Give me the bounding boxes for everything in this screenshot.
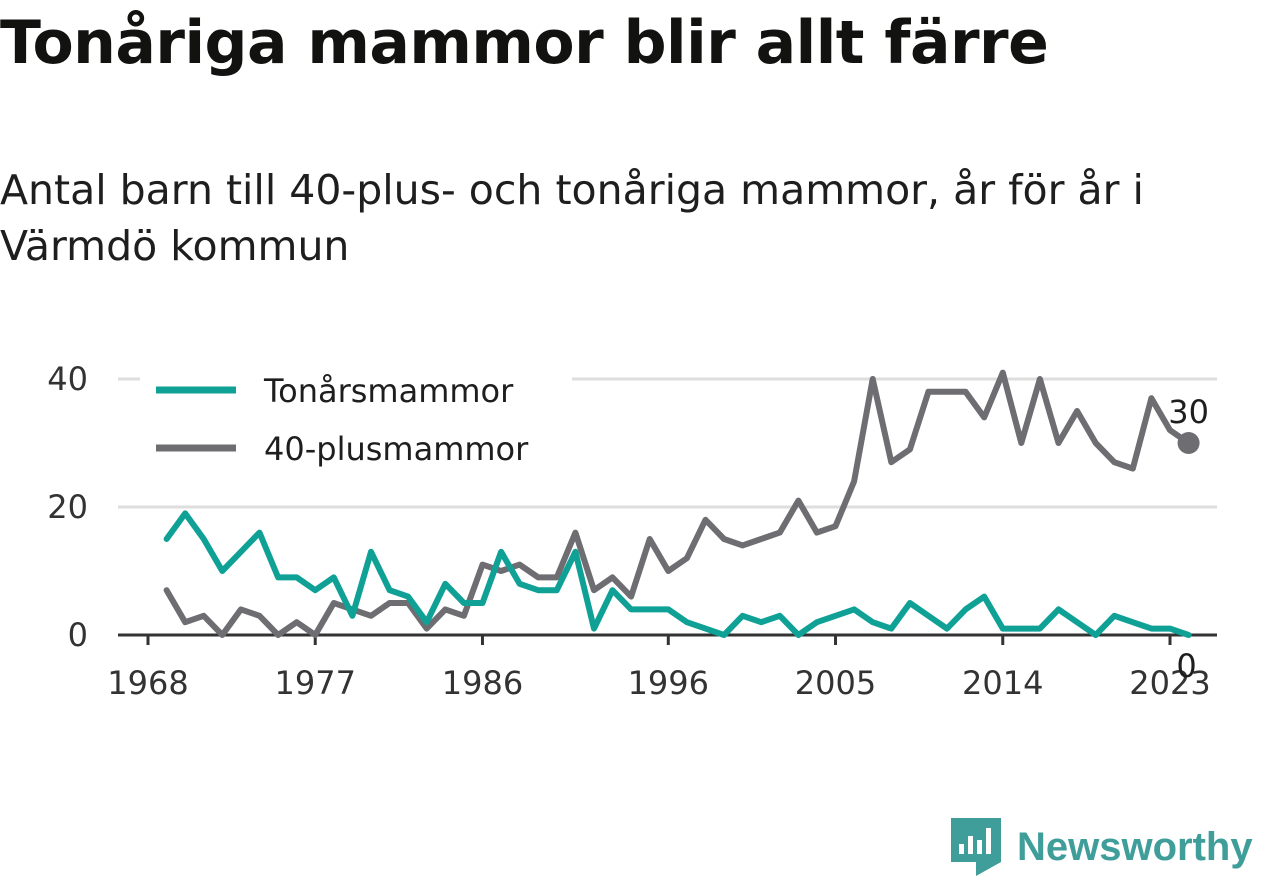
y-tick-label: 0 [68, 616, 88, 654]
chart-subtitle: Antal barn till 40-plus- och tonåriga ma… [0, 166, 1144, 270]
end-label-40-plusmammor: 30 [1168, 393, 1209, 431]
legend: Tonårsmammor 40-plusmammor [140, 362, 572, 482]
x-tick-label: 1977 [275, 664, 356, 702]
brand-name: Newsworthy [1017, 824, 1253, 869]
series-line-tonarsmammor [163, 510, 1192, 638]
end-labels: 30 0 [1168, 393, 1209, 685]
y-tick-label: 20 [47, 488, 88, 526]
chart-title: Tonåriga mammor blir allt färre [0, 8, 1049, 78]
series-lines [163, 369, 1192, 638]
x-axis: 1968 1977 1986 1996 2005 2014 2023 [107, 633, 1217, 702]
legend-label-1: 40-plusmammor [264, 430, 529, 468]
end-marker-40-plusmammor [1177, 432, 1200, 454]
bar-chart-badge-icon [951, 818, 1001, 876]
newsworthy-logo: Newsworthy [951, 818, 1253, 876]
series-line-40-plusmammor [163, 369, 1192, 638]
x-tick-label: 1968 [107, 664, 188, 702]
x-tick-label: 2023 [1129, 664, 1210, 702]
x-tick-label: 1996 [628, 664, 709, 702]
x-tick-label: 1986 [442, 664, 523, 702]
x-tick-label: 2005 [795, 664, 876, 702]
x-tick-label: 2014 [962, 664, 1043, 702]
end-label-tonarsmammor: 0 [1176, 647, 1196, 685]
y-tick-label: 40 [47, 360, 88, 398]
legend-label-0: Tonårsmammor [263, 372, 514, 410]
legend-background [140, 362, 572, 482]
y-axis: 0 20 40 [47, 360, 88, 654]
